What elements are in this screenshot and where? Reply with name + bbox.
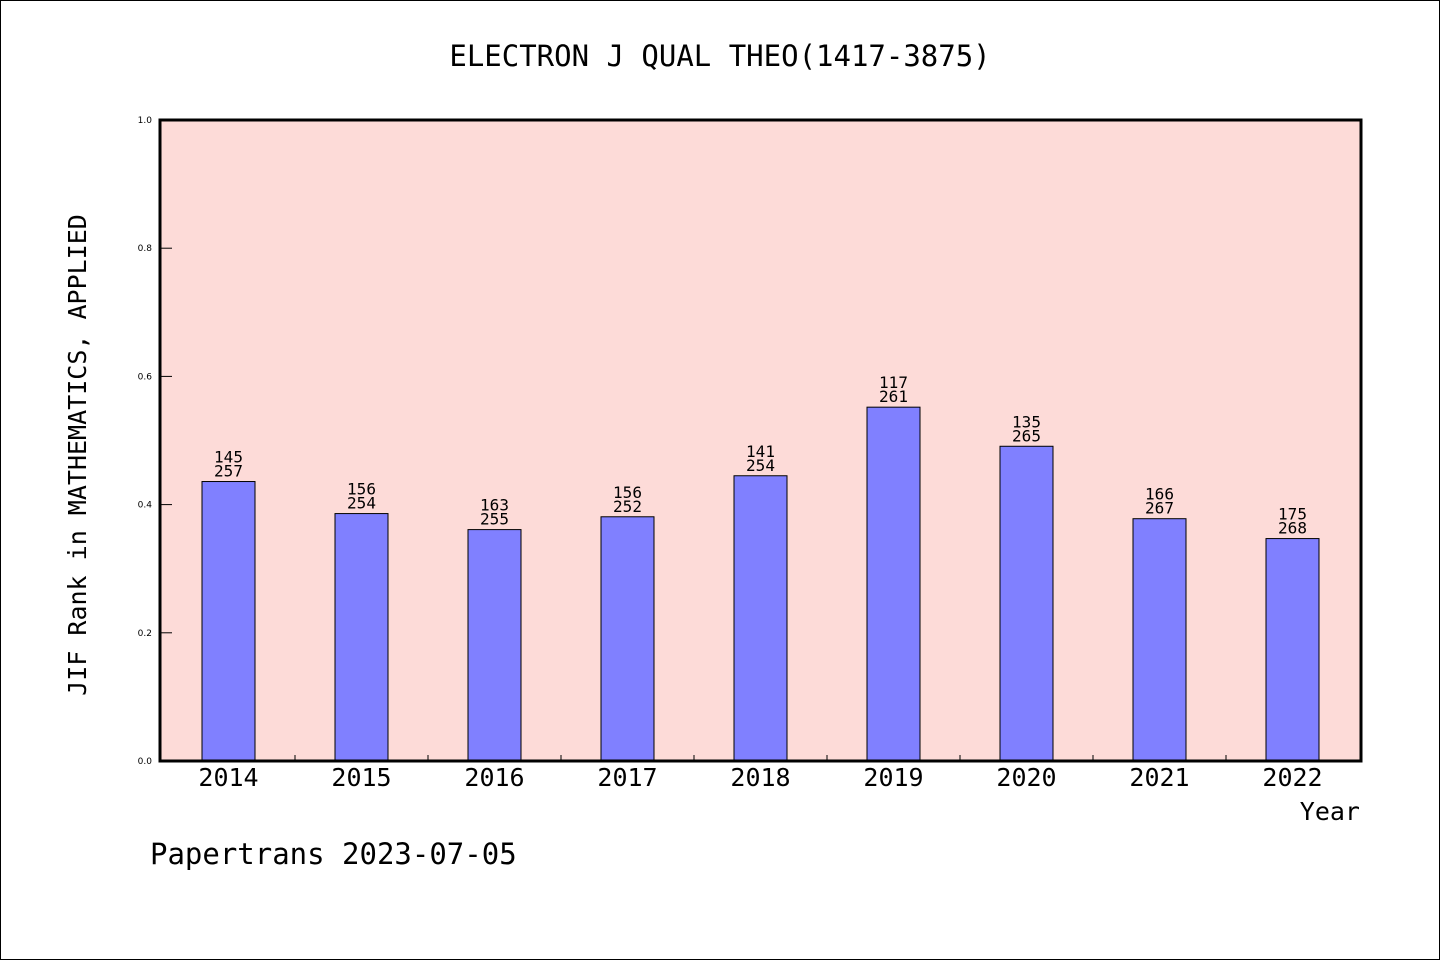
y-tick-label: 0.2	[138, 629, 152, 639]
bar-total-label: 268	[1278, 519, 1307, 538]
bar-rank-label: 175	[1278, 505, 1307, 524]
bar-rank-label: 163	[480, 496, 509, 515]
bar-total-label: 252	[613, 497, 642, 516]
x-tick-label: 2015	[331, 763, 391, 792]
bar-2022	[1265, 538, 1320, 762]
bar-rank-label: 156	[613, 483, 642, 502]
bar-2014	[201, 481, 256, 762]
bar-total-label: 267	[1145, 499, 1174, 518]
bar-2016	[467, 529, 522, 762]
bar-total-label: 265	[1012, 426, 1041, 445]
bar-rank-label: 156	[347, 480, 376, 499]
bar-2018	[733, 475, 788, 762]
bar-2020	[999, 445, 1054, 762]
y-tick-label: 0.8	[138, 244, 153, 254]
bar-rank-label: 166	[1145, 485, 1174, 504]
bar-2019	[866, 406, 921, 762]
x-axis-label: Year	[1300, 797, 1360, 826]
plot-border	[158, 118, 1363, 763]
bar-rank-label: 141	[746, 442, 775, 461]
x-tick-label: 2021	[1129, 763, 1189, 792]
bar-total-label: 254	[746, 456, 775, 475]
x-tick-label: 2016	[464, 763, 524, 792]
chart-title: ELECTRON J QUAL THEO(1417-3875)	[449, 39, 990, 73]
bar-total-label: 254	[347, 494, 376, 513]
x-axis: 2014 2015 2016 2017 2018 2019 2020 2021 2022	[198, 755, 1323, 792]
y-tick-label: 0.0	[138, 757, 153, 767]
bar-rank-label: 135	[1012, 412, 1041, 431]
bar-rank-label: 117	[879, 373, 908, 392]
bars-group	[201, 406, 1320, 762]
x-tick-label: 2022	[1262, 763, 1322, 792]
y-tick-label: 0.4	[138, 501, 153, 511]
bar-2015	[334, 513, 389, 762]
y-axis-label: JIF Rank in MATHEMATICS, APPLIED	[63, 214, 92, 696]
x-tick-label: 2014	[198, 763, 258, 792]
bar-total-label: 257	[214, 462, 243, 481]
bar-2021	[1132, 518, 1187, 762]
x-tick-label: 2020	[996, 763, 1056, 792]
x-tick-label: 2017	[597, 763, 657, 792]
y-tick-label: 0.6	[138, 372, 153, 382]
footer-text: Papertrans 2023-07-05	[150, 837, 517, 871]
x-tick-label: 2018	[730, 763, 790, 792]
x-tick-label: 2019	[863, 763, 923, 792]
bar-total-label: 261	[879, 387, 908, 406]
bar-total-label: 255	[480, 510, 509, 529]
bar-2017	[600, 516, 655, 762]
bar-rank-label: 145	[214, 448, 243, 467]
y-tick-label: 1.0	[138, 116, 153, 126]
